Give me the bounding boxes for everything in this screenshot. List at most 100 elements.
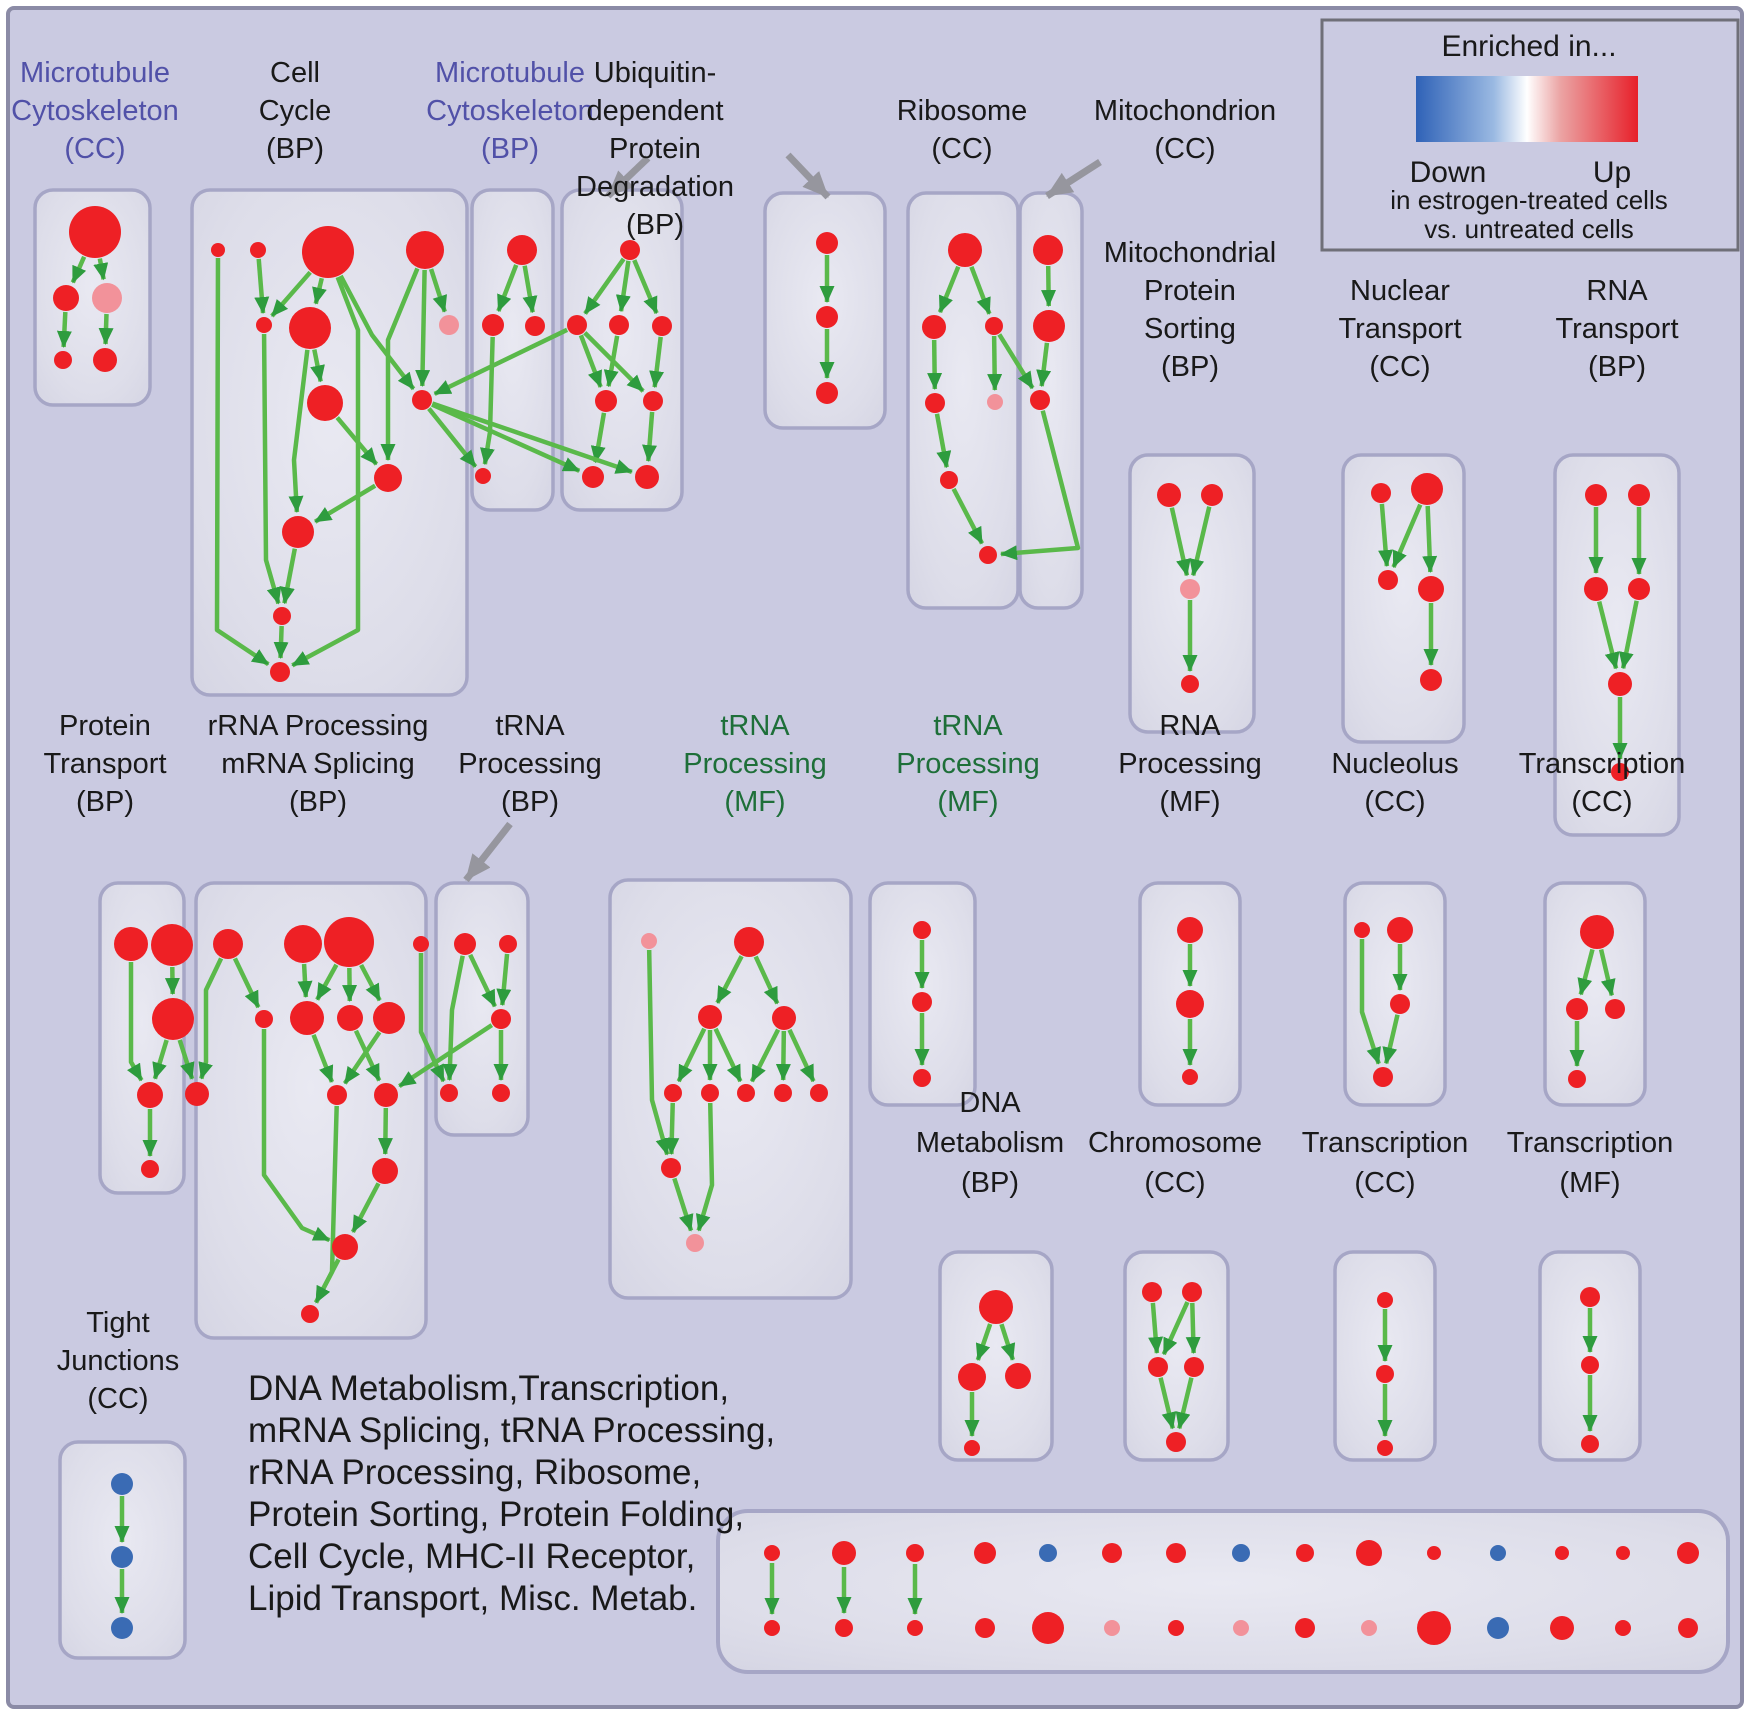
node-ubiquitin-deg-1-u2 — [567, 315, 587, 335]
node-trna-processing-mf-1-g5 — [701, 1084, 719, 1102]
label-protein-transport-bp: Protein Transport (BP) — [43, 710, 166, 818]
node-trna-processing-bp-t3 — [491, 1009, 511, 1029]
label-microtubule-cc: Microtubule Cytoskeleton (CC) — [11, 57, 179, 165]
node-ubiquitin-deg-2-v1 — [816, 232, 838, 254]
edge-c3-c6 — [312, 277, 327, 305]
edge-c3-c13 — [291, 276, 361, 668]
nodes — [53, 206, 1650, 1639]
strip-node-top-6 — [1166, 1543, 1186, 1563]
edge-j1-j4 — [1359, 939, 1381, 1065]
node-trna-processing-bp-t4 — [440, 1084, 458, 1102]
strip-node-bottom-9 — [1361, 1620, 1377, 1636]
edge-c3-c5 — [270, 270, 312, 318]
edge-b1-b2 — [496, 264, 519, 312]
node-cell-cycle-bp-c10 — [374, 464, 402, 492]
edge-r6-r9 — [311, 1033, 335, 1083]
label-tight-junctions-cc: Tight Junctions (CC) — [57, 1307, 180, 1415]
edge-r9-r13 — [314, 1105, 339, 1304]
label-rrna-mrna-bp: rRNA Processing mRNA Splicing (BP) — [208, 710, 429, 818]
node-microtubule-cc-a3 — [92, 283, 122, 313]
edge-t3-r10 — [398, 1023, 494, 1089]
cluster-box-trna-processing-mf-1 — [608, 878, 853, 1300]
strip-node-top-5 — [1102, 1543, 1122, 1563]
strip-node-bottom-13 — [1615, 1620, 1631, 1636]
node-chromosome-cc-e4 — [1184, 1357, 1204, 1377]
node-mito-protein-sorting-bp-q3 — [1180, 579, 1200, 599]
edge-a2-a4 — [56, 311, 72, 349]
edge-c10-c11 — [313, 483, 377, 524]
edge-s3-m3 — [997, 333, 1035, 390]
node-trna-processing-mf-1-g0 — [641, 933, 657, 949]
edge-r3-r6 — [315, 963, 339, 1001]
strip-node-top-10 — [1427, 1546, 1441, 1560]
edge-u1-u4 — [632, 259, 659, 315]
edge-nt2-nt4 — [1422, 505, 1438, 574]
edge-g0-g9 — [646, 949, 671, 1156]
node-ubiquitin-deg-1-u6 — [643, 391, 663, 411]
edge-m3-s7 — [999, 410, 1081, 561]
node-ubiquitin-deg-2-v2 — [816, 306, 838, 328]
node-trna-processing-mf-2-h3 — [913, 1069, 931, 1087]
legend-down-label: Down — [1410, 156, 1487, 189]
node-dna-metabolism-bp-d1 — [979, 1290, 1013, 1324]
strip-node-top-3 — [974, 1542, 996, 1564]
node-microtubule-bp-b4 — [475, 468, 491, 484]
node-rrna-mrna-bp-r4 — [413, 936, 429, 952]
strip-node-top-0 — [764, 1545, 780, 1561]
cluster-box-rna-transport-bp — [1553, 453, 1681, 837]
node-trna-processing-mf-1-g8 — [810, 1084, 828, 1102]
node-ribosome-cc-s7 — [979, 546, 997, 564]
node-cell-cycle-bp-c9 — [307, 385, 343, 421]
edge-r7-r10 — [353, 1029, 382, 1082]
strip-node-top-9 — [1356, 1540, 1382, 1566]
edge-a3-a5 — [98, 313, 114, 346]
edge-r8-r9 — [342, 1030, 382, 1085]
edge-c4-c10 — [380, 267, 420, 461]
node-chromosome-cc-e5 — [1166, 1432, 1186, 1452]
node-trna-processing-bp-t2 — [499, 935, 517, 953]
node-cell-cycle-bp-c7 — [439, 315, 459, 335]
node-trna-processing-bp-t1 — [454, 933, 476, 955]
edge-d1-d2 — [975, 1323, 993, 1361]
node-transcription-cc-2-f2 — [1376, 1365, 1394, 1383]
node-ribosome-cc-s4 — [925, 393, 945, 413]
edge-s1-s2 — [937, 265, 961, 314]
label-mito-protein-sorting-bp: Mitochondrial Protein Sorting (BP) — [1104, 237, 1276, 383]
node-transcription-mf-w3 — [1581, 1435, 1599, 1453]
node-ubiquitin-deg-1-u4 — [652, 316, 672, 336]
node-trna-processing-mf-1-g1 — [734, 927, 764, 957]
node-microtubule-cc-a2 — [53, 285, 79, 311]
label-transcription-cc-2: Transcription (CC) — [1302, 1127, 1469, 1199]
node-nuclear-transport-cc-nt2 — [1411, 473, 1443, 505]
node-rrna-mrna-bp-r11 — [372, 1158, 398, 1184]
strip-node-bottom-8 — [1295, 1618, 1315, 1638]
edge-u2-c8 — [433, 327, 569, 396]
edge-r3-r8 — [359, 963, 382, 1002]
strip-nodes — [764, 1540, 1699, 1645]
node-chromosome-cc-e2 — [1182, 1282, 1202, 1302]
edge-q2-q3 — [1189, 506, 1212, 577]
edge-b1-b3 — [522, 265, 538, 314]
node-cell-cycle-bp-c1 — [211, 243, 225, 257]
arrow-to-mitochondrion-box-icon — [1045, 159, 1102, 199]
legend-up-label: Up — [1593, 156, 1631, 189]
node-rrna-mrna-bp-p5 — [185, 1082, 209, 1106]
edge-u4-u6 — [649, 336, 665, 389]
edge-r5-r12 — [261, 1029, 331, 1243]
strip-node-top-7 — [1232, 1544, 1250, 1562]
node-ubiquitin-deg-1-u3 — [609, 315, 629, 335]
node-dna-metabolism-bp-d4 — [964, 1440, 980, 1456]
node-cell-cycle-bp-c11 — [282, 516, 314, 548]
edge-s1-s3 — [969, 266, 992, 315]
label-cell-cycle-bp: Cell Cycle (BP) — [259, 57, 332, 165]
strip-node-bottom-0 — [764, 1620, 780, 1636]
legend-gradient-bar — [1416, 76, 1638, 142]
label-nuclear-transport-cc: Nuclear Transport (CC) — [1338, 275, 1461, 383]
node-microtubule-bp-b2 — [482, 314, 504, 336]
legend-subtitle-2: vs. untreated cells — [1424, 214, 1634, 244]
edge-c8-u7 — [431, 402, 581, 473]
edge-e4-e5 — [1175, 1377, 1194, 1430]
label-transcription-mf: Transcription (MF) — [1507, 1127, 1674, 1199]
edge-e2-e3 — [1161, 1301, 1190, 1356]
strip-node-bottom-12 — [1550, 1616, 1574, 1640]
